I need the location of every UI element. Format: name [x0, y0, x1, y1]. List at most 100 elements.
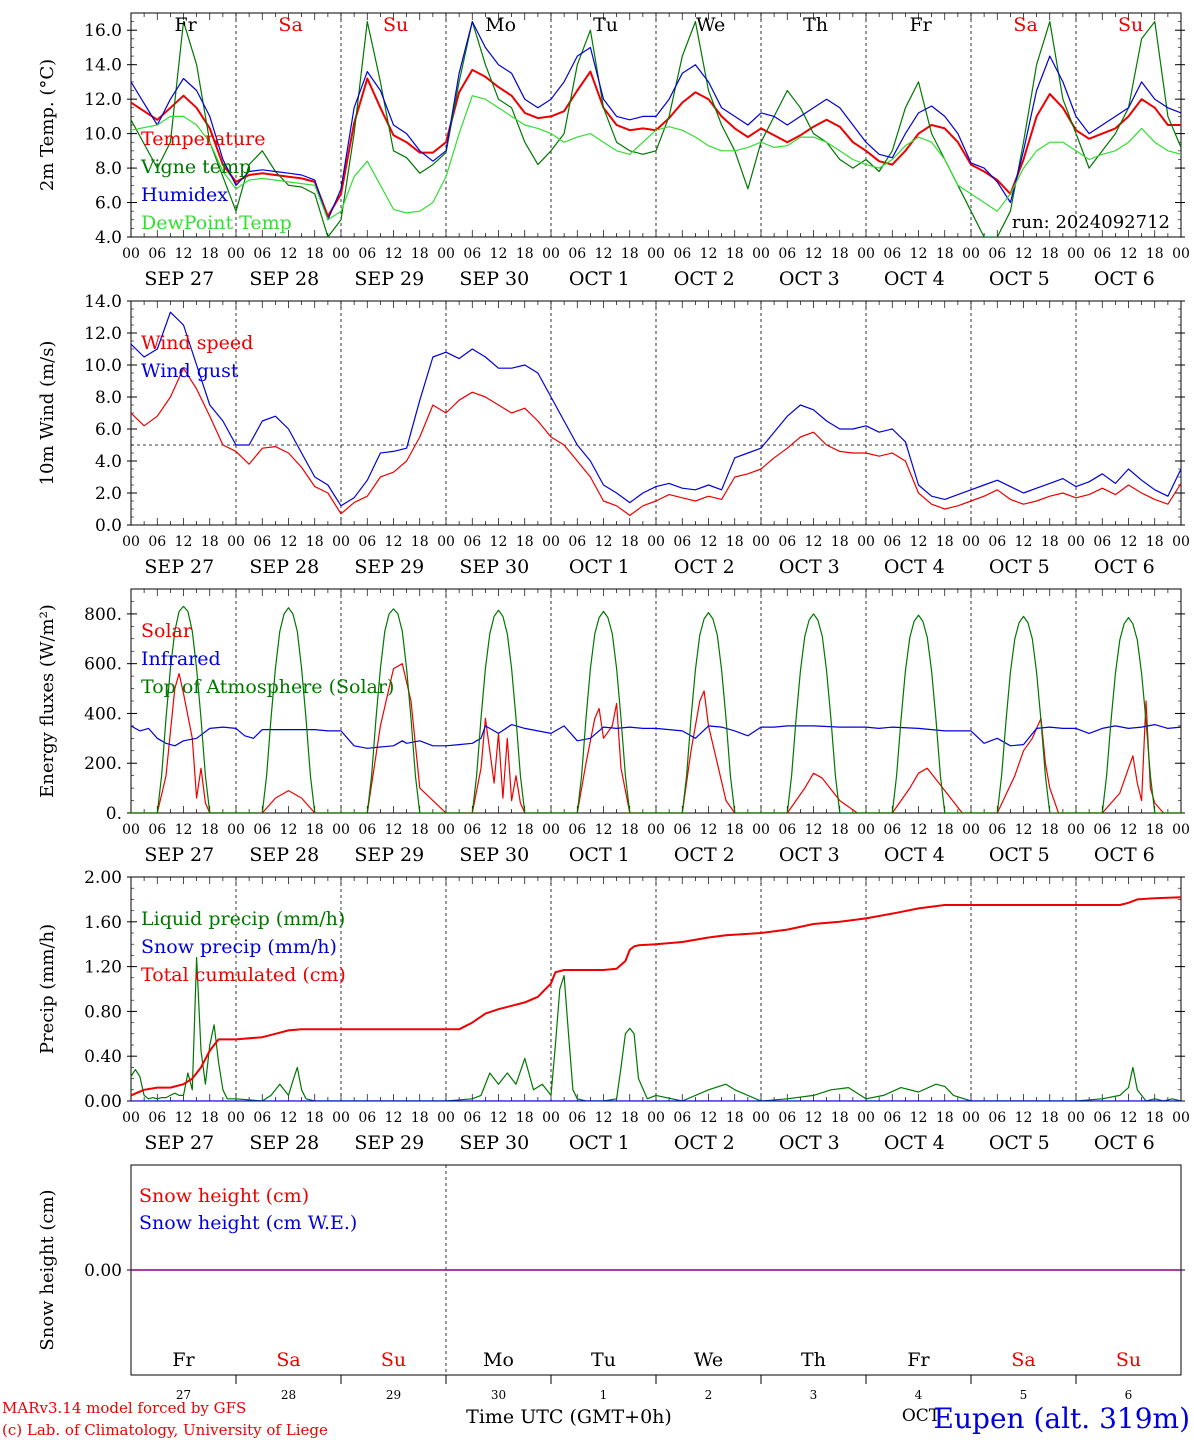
date-label: SEP 28	[249, 268, 319, 290]
hour-tick-label: 06	[148, 822, 166, 838]
hour-tick-label: 00	[542, 1110, 560, 1126]
hour-tick-label: 06	[883, 246, 901, 262]
series-line-total-cumulated-cm-	[131, 896, 1181, 1097]
hour-tick-label: 06	[778, 534, 796, 550]
hour-tick-label: 18	[936, 534, 954, 550]
hour-tick-label: 12	[700, 1110, 718, 1126]
hour-tick-label: 12	[1120, 1110, 1138, 1126]
y-axis-label: Precip (mm/h)	[37, 924, 58, 1054]
hour-tick-label: 12	[1120, 534, 1138, 550]
y-tick-label: 2.00	[84, 868, 122, 888]
panel-1: 4.0 6.0 8.0 10.0 12.0 14.0 16.0 2m Temp. (°C) Te…	[37, 12, 1190, 290]
hour-tick-label: 12	[280, 534, 298, 550]
plot-frame	[130, 12, 1182, 238]
hour-tick-label: 12	[385, 246, 403, 262]
hour-tick-label: 18	[1041, 534, 1059, 550]
series-line-liquid-precip-mm-h-	[131, 956, 1181, 1101]
hour-tick-label: 18	[831, 246, 849, 262]
y-tick-label: 14.0	[84, 292, 122, 312]
hour-tick-label: 00	[542, 822, 560, 838]
date-label: SEP 30	[459, 1132, 529, 1154]
hour-tick-label: 12	[490, 822, 508, 838]
date-label: OCT 5	[989, 556, 1050, 578]
y-axis-label: Energy fluxes (W/m²)	[37, 604, 58, 798]
hour-tick-label: 12	[595, 246, 613, 262]
hour-tick-label: 18	[936, 1110, 954, 1126]
hour-tick-label: 00	[1172, 1110, 1190, 1126]
series-group	[131, 311, 1181, 517]
hour-tick-label: 00	[647, 534, 665, 550]
hour-tick-label: 12	[175, 246, 193, 262]
hour-tick-label: 00	[437, 534, 455, 550]
legend-entry: Wind speed	[141, 332, 253, 354]
hour-tick-label: 00	[857, 822, 875, 838]
hour-tick-label: 00	[752, 246, 770, 262]
hour-tick-label: 00	[332, 822, 350, 838]
hour-tick-label: 06	[358, 1110, 376, 1126]
series-group	[131, 21, 1181, 237]
hour-tick-label: 06	[988, 1110, 1006, 1126]
date-label: OCT 3	[779, 1132, 840, 1154]
hour-tick-label: 00	[857, 534, 875, 550]
hour-tick-label: 00	[962, 534, 980, 550]
hour-tick-label: 06	[463, 822, 481, 838]
hour-tick-label: 06	[988, 534, 1006, 550]
hour-tick-label: 18	[831, 534, 849, 550]
date-label: OCT 1	[569, 1132, 630, 1154]
hour-tick-label: 06	[253, 246, 271, 262]
hour-tick-label: 12	[175, 1110, 193, 1126]
weekday-label: Sa	[276, 1349, 300, 1371]
hour-tick-label: 00	[857, 1110, 875, 1126]
hour-tick-label: 12	[805, 246, 823, 262]
hour-tick-label: 18	[726, 534, 744, 550]
hour-tick-label: 18	[831, 822, 849, 838]
hour-tick-label: 06	[883, 534, 901, 550]
legend-entry: DewPoint Temp	[141, 212, 292, 234]
hour-tick-label: 18	[516, 822, 534, 838]
series-group	[131, 896, 1181, 1101]
weekday-label: Su	[1116, 1349, 1141, 1371]
hour-tick-label: 18	[201, 1110, 219, 1126]
weekday-label: Mo	[485, 14, 516, 36]
hour-tick-label: 00	[1172, 246, 1190, 262]
date-label: OCT 4	[884, 556, 945, 578]
hour-tick-label: 00	[332, 246, 350, 262]
date-label: OCT 2	[674, 1132, 735, 1154]
hour-tick-label: 06	[778, 246, 796, 262]
hour-tick-label: 00	[857, 246, 875, 262]
hour-tick-label: 12	[175, 534, 193, 550]
legend-entry: Humidex	[141, 184, 228, 206]
hour-tick-label: 18	[201, 246, 219, 262]
date-label: OCT 4	[884, 268, 945, 290]
panel-4: 0.00 0.40 0.80 1.20 1.60 2.00 Precip (mm/h) Liq…	[37, 868, 1190, 1154]
y-tick-label: 0.40	[84, 1047, 122, 1067]
date-label: SEP 28	[249, 556, 319, 578]
hour-tick-label: 06	[883, 822, 901, 838]
hour-tick-label: 06	[568, 246, 586, 262]
y-tick-label: 2.0	[95, 484, 122, 504]
hour-tick-label: 06	[148, 534, 166, 550]
hour-tick-label: 00	[437, 246, 455, 262]
y-tick-label: 8.0	[95, 159, 122, 179]
hour-tick-label: 18	[306, 246, 324, 262]
weekday-label: Th	[801, 1349, 826, 1371]
weekday-label: Fr	[174, 14, 197, 36]
hour-tick-label: 06	[1093, 246, 1111, 262]
hour-tick-label: 06	[988, 246, 1006, 262]
y-tick-label: 14.0	[84, 56, 122, 76]
hour-tick-label: 18	[411, 534, 429, 550]
day-number-label: 2	[705, 1388, 713, 1402]
series-line-top-of-atmosphere-solar-	[131, 605, 1181, 813]
y-tick-label: 0.00	[84, 1261, 122, 1281]
y-tick-label: 0.	[106, 804, 122, 824]
hour-tick-label: 12	[805, 822, 823, 838]
hour-tick-label: 12	[1120, 246, 1138, 262]
hour-tick-label: 06	[148, 1110, 166, 1126]
date-label: SEP 30	[459, 556, 529, 578]
day-number-label: 27	[176, 1388, 191, 1402]
day-number-label: 1	[600, 1388, 608, 1402]
hour-tick-label: 18	[306, 822, 324, 838]
hour-tick-label: 00	[1067, 246, 1085, 262]
y-tick-label: 10.0	[84, 125, 122, 145]
